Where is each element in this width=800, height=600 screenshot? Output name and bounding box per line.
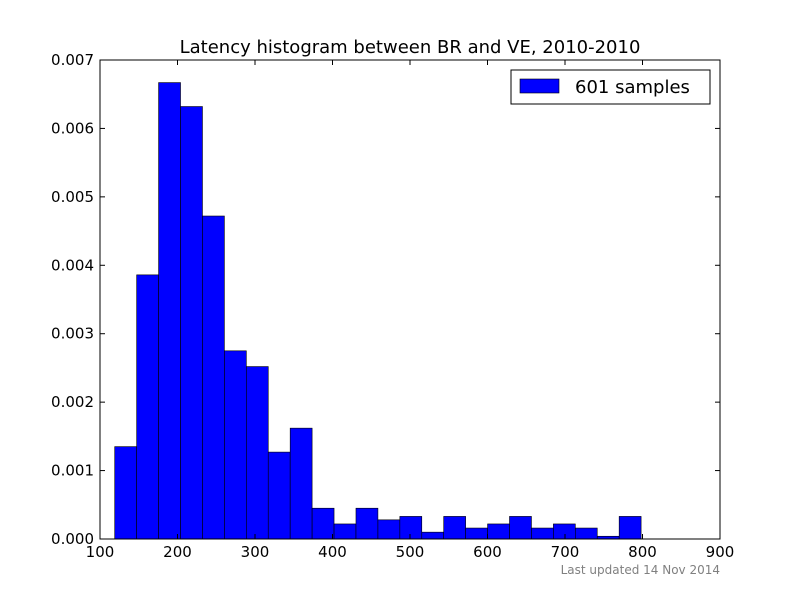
histogram-bar-17 bbox=[465, 527, 488, 540]
chart-title: Latency histogram between BR and VE, 201… bbox=[180, 37, 641, 58]
bars-group bbox=[114, 82, 642, 540]
histogram-bar-1 bbox=[114, 446, 137, 540]
histogram-bar-11 bbox=[333, 523, 357, 540]
plot-frame bbox=[99, 59, 721, 540]
y-tick-label-0.001: 0.001 bbox=[51, 462, 94, 480]
histogram-bar-15 bbox=[421, 531, 445, 540]
histogram-bar-6 bbox=[224, 350, 247, 540]
x-tick-label-800: 800 bbox=[628, 543, 657, 561]
legend-label: 601 samples bbox=[575, 77, 690, 98]
histogram-bar-4 bbox=[180, 106, 203, 540]
ticks-group: 100 200 300 400 500 600 700 800 900 0.000 0.001 0.0… bbox=[51, 51, 734, 561]
x-tick-label-100: 100 bbox=[86, 543, 115, 561]
y-tick-label-0.007: 0.007 bbox=[51, 51, 94, 69]
x-tick-label-700: 700 bbox=[551, 543, 580, 561]
histogram-bar-22 bbox=[575, 527, 598, 540]
histogram-bar-14 bbox=[399, 516, 423, 540]
y-tick-label-0.006: 0.006 bbox=[51, 119, 94, 137]
x-tick-label-500: 500 bbox=[396, 543, 425, 561]
y-tick-label-0.000: 0.000 bbox=[51, 530, 94, 548]
histogram-bar-18 bbox=[487, 523, 510, 540]
x-tick-label-400: 400 bbox=[318, 543, 347, 561]
histogram-bar-13 bbox=[377, 519, 401, 540]
y-tick-label-0.004: 0.004 bbox=[51, 256, 94, 274]
histogram-bar-7 bbox=[246, 366, 269, 540]
y-tick-label-0.003: 0.003 bbox=[51, 325, 94, 343]
x-tick-label-900: 900 bbox=[706, 543, 735, 561]
y-tick-label-0.005: 0.005 bbox=[51, 188, 94, 206]
histogram-bar-12 bbox=[355, 507, 379, 540]
x-tick-label-200: 200 bbox=[163, 543, 192, 561]
histogram-bar-9 bbox=[289, 427, 313, 540]
legend: 601 samples bbox=[510, 69, 711, 105]
legend-swatch bbox=[519, 78, 560, 94]
y-tick-label-0.002: 0.002 bbox=[51, 393, 94, 411]
histogram-bar-21 bbox=[553, 523, 576, 540]
histogram-bar-24 bbox=[618, 516, 642, 540]
last-updated-note: Last updated 14 Nov 2014 bbox=[561, 563, 720, 577]
histogram-bar-16 bbox=[443, 516, 466, 540]
histogram-bar-8 bbox=[267, 451, 291, 540]
histogram-bar-20 bbox=[531, 527, 554, 540]
histogram-bar-5 bbox=[202, 215, 225, 540]
histogram-bar-19 bbox=[509, 516, 532, 540]
histogram-bar-10 bbox=[311, 507, 335, 540]
histogram-bar-3 bbox=[158, 82, 181, 540]
histogram-bar-2 bbox=[136, 274, 159, 540]
x-tick-label-600: 600 bbox=[473, 543, 502, 561]
x-tick-label-300: 300 bbox=[241, 543, 270, 561]
